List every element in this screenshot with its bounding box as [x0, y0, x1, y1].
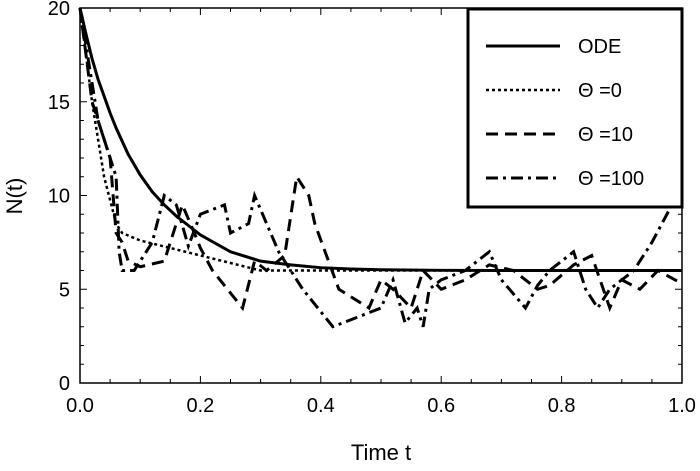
series-line-1 — [78, 7, 682, 272]
x-tick-label: 0.8 — [548, 395, 576, 417]
legend-box — [466, 7, 684, 209]
legend-label-0: ODE — [578, 36, 621, 58]
legend-label-1: Θ =0 — [578, 80, 622, 102]
series-line-2 — [78, 7, 683, 313]
y-tick-label: 15 — [48, 92, 70, 114]
x-tick-label: 0.0 — [66, 395, 94, 417]
y-tick-label: 5 — [59, 279, 70, 301]
legend: ODE Θ =0 Θ =10 Θ =100 — [466, 7, 684, 209]
legend-label-3: Θ =100 — [578, 168, 644, 190]
x-axis-label: Time t — [351, 440, 411, 465]
x-tick-label: 0.2 — [186, 395, 214, 417]
ticks: 0.0 0.2 0.4 0.6 0.8 1.0 0 5 10 15 20 — [48, 0, 696, 417]
x-tick-label: 1.0 — [668, 395, 696, 417]
x-tick-label: 0.6 — [427, 395, 455, 417]
y-tick-label: 10 — [48, 186, 70, 208]
y-axis-label: N(t) — [2, 178, 27, 215]
y-tick-label: 20 — [48, 0, 70, 20]
series-layer — [78, 7, 684, 329]
series-line-3 — [78, 7, 684, 329]
x-tick-label: 0.4 — [307, 395, 335, 417]
y-tick-label: 0 — [59, 373, 70, 395]
legend-label-2: Θ =10 — [578, 124, 633, 146]
